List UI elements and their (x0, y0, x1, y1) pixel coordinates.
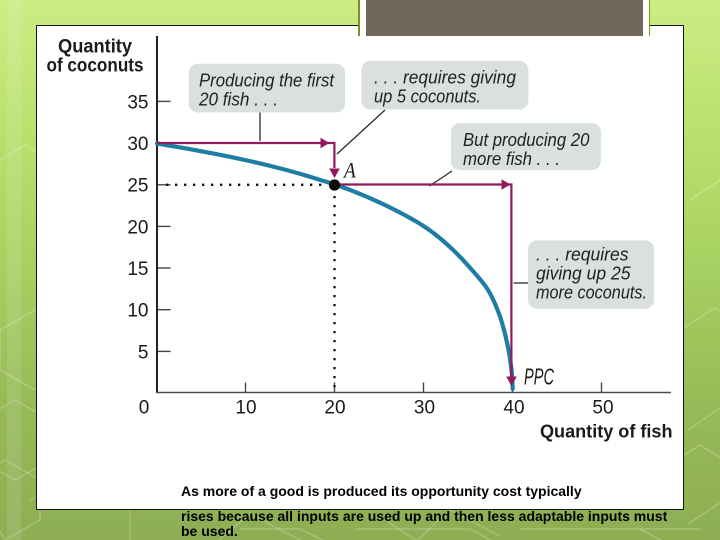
svg-text:of coconuts: of coconuts (47, 56, 144, 77)
svg-text:30: 30 (414, 398, 435, 419)
svg-text:But producing 20: But producing 20 (463, 130, 589, 150)
svg-text:more coconuts.: more coconuts. (536, 283, 647, 303)
svg-text:more fish . . .: more fish . . . (463, 149, 560, 169)
svg-text:20: 20 (127, 217, 148, 238)
svg-text:15: 15 (127, 259, 148, 280)
svg-text:giving up 25: giving up 25 (536, 264, 631, 284)
svg-text:0: 0 (139, 398, 150, 419)
svg-text:30: 30 (127, 134, 148, 155)
svg-text:. . . requires giving: . . . requires giving (374, 68, 516, 88)
svg-text:up 5 coconuts.: up 5 coconuts. (374, 87, 481, 107)
svg-text:PPC: PPC (524, 364, 554, 390)
svg-text:5: 5 (138, 342, 149, 363)
svg-text:. . . requires: . . . requires (536, 245, 629, 265)
svg-text:Producing the first: Producing the first (199, 71, 335, 91)
svg-text:10: 10 (235, 398, 256, 419)
svg-text:Quantity of fish: Quantity of fish (540, 422, 673, 442)
svg-text:A: A (342, 158, 356, 183)
svg-text:10: 10 (127, 301, 148, 322)
svg-text:50: 50 (592, 398, 613, 419)
svg-text:40: 40 (503, 398, 524, 419)
svg-text:20 fish . . .: 20 fish . . . (198, 90, 278, 110)
svg-text:Quantity: Quantity (58, 37, 132, 58)
svg-text:20: 20 (324, 398, 345, 419)
svg-text:25: 25 (127, 176, 148, 197)
svg-text:35: 35 (127, 92, 148, 113)
